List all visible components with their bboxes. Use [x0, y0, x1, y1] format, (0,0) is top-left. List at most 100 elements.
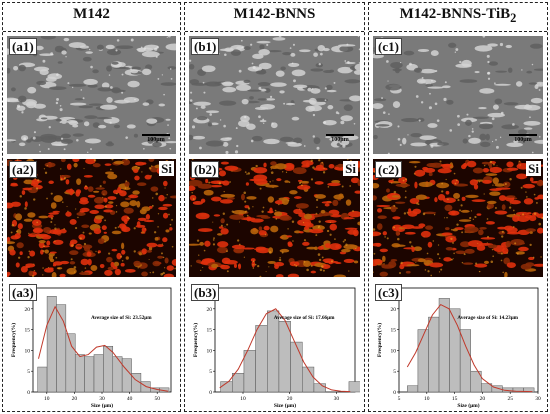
x-axis-label: Size (μm) [91, 402, 113, 409]
title-divider [185, 31, 364, 32]
histogram-chart: 10203040500510152025Size (μm)Frequency(%… [10, 286, 172, 409]
si-eds-map: (c2) Si [373, 159, 543, 277]
x-tick-label: 5 [398, 396, 401, 402]
column-m142-bnns-tib2: M142-BNNS-TiB2 (c1) 100μm (c2) Si 5 10 15 2… [368, 2, 548, 412]
histogram-bar [121, 358, 132, 393]
x-tick-label: 30 [99, 396, 105, 402]
sem-texture [7, 36, 176, 154]
eds-texture [373, 159, 543, 277]
panel-label: (a3) [9, 284, 37, 301]
title-divider [3, 31, 180, 32]
si-eds-map: (a2) Si [7, 159, 176, 277]
histogram-bar [470, 370, 482, 393]
panel-label: (c3) [375, 284, 402, 301]
scale-bar: 100μm [509, 134, 537, 148]
histogram-bar [290, 341, 303, 393]
fit-curve [406, 303, 533, 393]
x-tick-label: 50 [154, 396, 160, 402]
y-tick-label: 5 [27, 369, 30, 375]
x-tick-label: 25 [507, 396, 513, 402]
si-eds-map: (b2) Si [189, 159, 360, 277]
sem-image: (c1) 100μm [373, 36, 543, 154]
size-histogram: 510152025300510152025Size (μm)Frequency(… [373, 282, 543, 409]
histogram-chart: 1020300510152025Size (μm)Frequency(%)Ave… [192, 286, 361, 409]
x-tick-label: 40 [127, 396, 133, 402]
x-tick-label: 20 [72, 396, 78, 402]
scale-bar: 100μm [326, 134, 354, 148]
histogram-bar [267, 310, 280, 393]
element-label: Si [159, 161, 174, 176]
y-tick-label: 10 [25, 348, 31, 354]
column-title: M142-BNNS-TiB2 [399, 6, 517, 25]
x-tick-label: 10 [44, 396, 50, 402]
histogram-bar [459, 329, 471, 393]
histogram-bar [407, 385, 419, 393]
panel-label: (b1) [191, 38, 220, 55]
histogram-bar [93, 354, 104, 393]
sem-image: (b1) 100μm [189, 36, 360, 154]
size-histogram: 1020300510152025Size (μm)Frequency(%)Ave… [189, 282, 361, 409]
y-tick-label: 0 [27, 390, 30, 396]
panel-label: (b2) [191, 161, 220, 178]
y-axis-label: Frequency(%) [376, 323, 383, 357]
x-tick-label: 20 [287, 396, 293, 402]
x-axis-label: Size (μm) [457, 402, 479, 409]
x-tick-label: 10 [240, 396, 246, 402]
y-tick-label: 15 [25, 328, 31, 334]
y-tick-label: 5 [209, 369, 212, 375]
eds-texture [7, 159, 176, 277]
fit-curve [219, 308, 351, 393]
y-tick-label: 15 [207, 328, 213, 334]
histogram-bar [243, 350, 256, 393]
histogram-bar [428, 316, 440, 393]
histogram-bar [84, 356, 95, 393]
sem-image: (a1) 100μm [7, 36, 176, 154]
average-size-annotation: Average size of Si: 17.66μm [274, 315, 335, 321]
y-axis-label: Frequency(%) [10, 323, 17, 357]
panel-label: (a2) [9, 161, 37, 178]
histogram-bar [417, 329, 429, 393]
panel-label: (c1) [375, 38, 402, 55]
y-tick-label: 0 [209, 390, 212, 396]
histogram-bar [278, 321, 291, 393]
histogram-bar [103, 345, 114, 393]
x-axis-label: Size (μm) [274, 402, 296, 409]
y-tick-label: 10 [207, 348, 213, 354]
y-tick-label: 20 [207, 307, 213, 313]
x-tick-label: 30 [334, 396, 340, 402]
y-tick-label: 0 [393, 390, 396, 396]
histogram-bar [232, 373, 245, 393]
average-size-annotation: Average size of Si: 14.23μm [457, 315, 518, 321]
histogram-bar [313, 383, 326, 393]
histogram-chart: 510152025300510152025Size (μm)Frequency(… [376, 286, 541, 409]
panel-label: (b3) [191, 284, 220, 301]
y-tick-label: 10 [391, 348, 397, 354]
y-tick-label: 15 [391, 328, 397, 334]
histogram-bar [438, 298, 450, 393]
y-axis-label: Frequency(%) [192, 323, 199, 357]
x-tick-label: 10 [424, 396, 430, 402]
histogram-bar [37, 366, 48, 393]
column-title: M142 [73, 6, 110, 22]
histogram-bar [46, 296, 57, 393]
y-tick-label: 5 [393, 369, 396, 375]
x-tick-label: 20 [480, 396, 486, 402]
x-tick-label: 30 [535, 396, 541, 402]
column-title: M142-BNNS [233, 6, 316, 22]
y-tick-label: 20 [25, 307, 31, 313]
column-m142-bnns: M142-BNNS (b1) 100μm (b2) Si 10 20 30 0 5 10 1… [184, 2, 365, 412]
panel-label: (a1) [9, 38, 37, 55]
histogram-bar [348, 381, 361, 393]
scale-bar: 100μm [142, 134, 170, 148]
y-tick-label: 20 [391, 307, 397, 313]
histogram-bar [74, 354, 85, 393]
panel-label: (c2) [375, 161, 402, 178]
element-label: Si [526, 161, 541, 176]
column-m142: M142 (a1) 100μm (a2) Si 10 20 30 40 50 0 5 10 15… [2, 2, 181, 412]
histogram-bar [255, 325, 268, 393]
element-label: Si [343, 161, 358, 176]
x-tick-label: 15 [452, 396, 458, 402]
histogram-bar [302, 366, 315, 393]
title-divider [369, 31, 547, 32]
